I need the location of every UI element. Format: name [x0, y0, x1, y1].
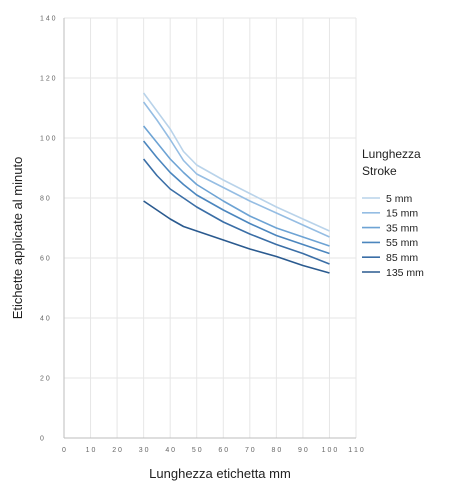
- y-tick-labels: 0 2 0 4 0 6 0 8 0 1 0 0 1 2 0 1 4 0: [40, 16, 56, 443]
- legend-item: 85 mm: [362, 252, 418, 264]
- y-tick-label: 4 0: [40, 316, 50, 323]
- x-tick-label: 4 0: [165, 447, 175, 454]
- legend-title-line-1: Lunghezza: [362, 147, 421, 161]
- x-axis-title: Lunghezza etichetta mm: [149, 466, 291, 481]
- x-tick-labels: 0 1 0 2 0 3 0 4 0 5 0 6 0 7 0 8 0 9 0 1 0 0 1 1 0: [62, 447, 364, 454]
- legend-items: 5 mm 15 mm 35 mm 55 mm 85 mm 135 mm: [362, 193, 424, 279]
- legend-item: 15 mm: [362, 208, 418, 220]
- series-lines: [142, 92, 330, 274]
- x-tick-label: 6 0: [218, 447, 228, 454]
- legend-label: 55 mm: [386, 237, 418, 249]
- series-line-35-mm: [142, 125, 330, 247]
- legend-label: 15 mm: [386, 208, 418, 220]
- x-tick-label: 7 0: [245, 447, 255, 454]
- x-tick-label: 1 1 0: [348, 447, 364, 454]
- legend-item: 55 mm: [362, 237, 418, 249]
- x-tick-label: 8 0: [271, 447, 281, 454]
- legend-title-line-2: Stroke: [362, 164, 397, 178]
- x-tick-label: 1 0: [86, 447, 96, 454]
- legend-item: 5 mm: [362, 193, 413, 205]
- series-line-5-mm: [142, 92, 330, 232]
- x-tick-label: 9 0: [298, 447, 308, 454]
- series-line-55-mm: [142, 140, 330, 255]
- legend: Lunghezza Stroke 5 mm 15 mm 35 mm 55 mm 85 m…: [362, 147, 424, 279]
- y-tick-label: 8 0: [40, 196, 50, 203]
- legend-label: 135 mm: [386, 267, 424, 279]
- x-tick-label: 2 0: [112, 447, 122, 454]
- legend-label: 35 mm: [386, 222, 418, 234]
- y-tick-label: 6 0: [40, 256, 50, 263]
- y-axis-title: Etichette applicate al minuto: [10, 157, 25, 320]
- x-tick-label: 3 0: [139, 447, 149, 454]
- legend-item: 35 mm: [362, 222, 418, 234]
- y-tick-label: 0: [40, 436, 44, 443]
- y-tick-label: 1 2 0: [40, 76, 56, 83]
- axes: [63, 18, 356, 439]
- legend-item: 135 mm: [362, 267, 424, 279]
- series-line-135-mm: [143, 200, 330, 274]
- legend-label: 5 mm: [386, 193, 413, 205]
- grid: [64, 17, 357, 438]
- series-line-85-mm: [142, 158, 330, 265]
- y-tick-label: 2 0: [40, 376, 50, 383]
- x-tick-label: 5 0: [192, 447, 202, 454]
- legend-label: 85 mm: [386, 252, 418, 264]
- x-tick-label: 0: [62, 447, 66, 454]
- y-tick-label: 1 4 0: [40, 16, 56, 23]
- series-line-15-mm: [142, 101, 330, 238]
- x-tick-label: 1 0 0: [322, 447, 338, 454]
- y-tick-label: 1 0 0: [40, 136, 56, 143]
